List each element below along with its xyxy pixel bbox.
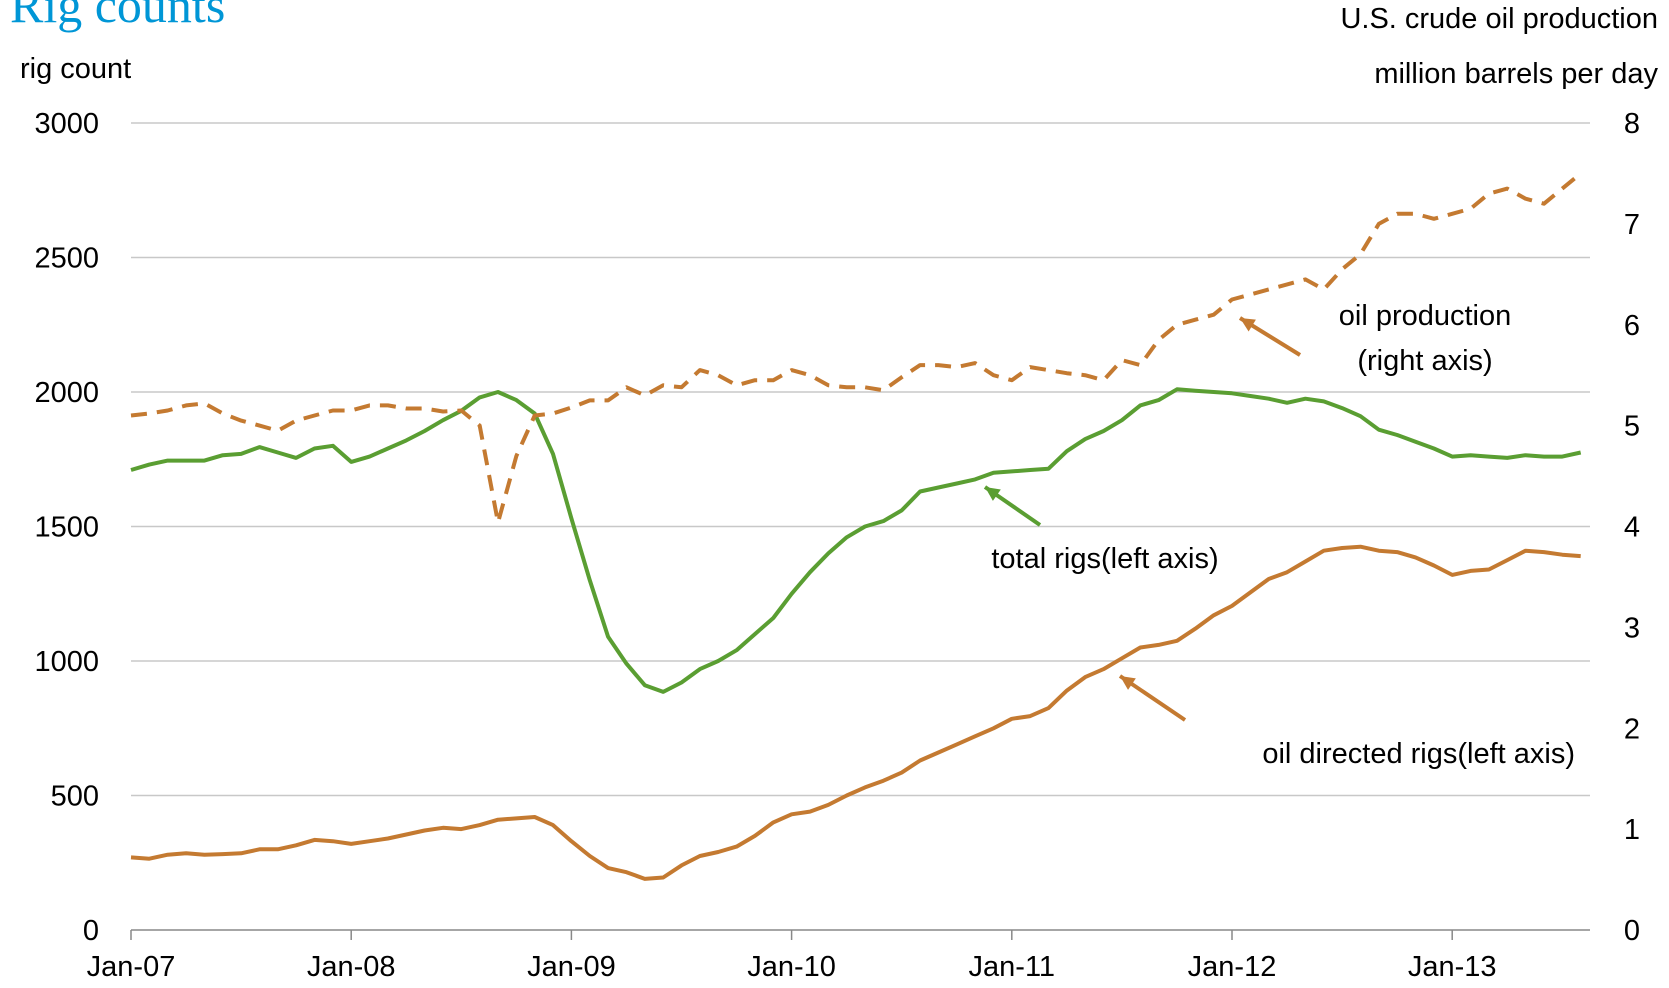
annotation: oil production bbox=[1339, 300, 1512, 332]
chart-title: Rig counts bbox=[10, 0, 225, 33]
x-tick-label: Jan-12 bbox=[1188, 951, 1277, 983]
x-tick-label: Jan-11 bbox=[969, 951, 1056, 983]
x-tick-label: Jan-07 bbox=[87, 951, 176, 983]
y2-tick-label: 6 bbox=[1624, 310, 1640, 342]
y2-axis-label: U.S. crude oil production bbox=[1340, 3, 1658, 35]
x-tick-label: Jan-09 bbox=[527, 951, 616, 983]
annotation-arrowhead bbox=[1240, 318, 1256, 332]
y-tick-label: 500 bbox=[51, 781, 99, 813]
y-tick-label: 2000 bbox=[34, 377, 99, 409]
annotation: (right axis) bbox=[1357, 345, 1492, 377]
x-tick-label: Jan-13 bbox=[1408, 951, 1497, 983]
y2-tick-label: 7 bbox=[1624, 209, 1640, 241]
annotation: oil directed rigs(left axis) bbox=[1262, 738, 1575, 770]
y2-axis-label: million barrels per day bbox=[1374, 58, 1658, 90]
y2-tick-label: 2 bbox=[1624, 713, 1640, 745]
x-tick-label: Jan-10 bbox=[747, 951, 836, 983]
annotation-arrowhead bbox=[1120, 676, 1136, 690]
annotation-arrowhead bbox=[985, 487, 1001, 501]
series-line bbox=[130, 387, 1582, 694]
x-tick-label: Jan-08 bbox=[307, 951, 396, 983]
annotation: total rigs(left axis) bbox=[991, 543, 1218, 575]
y-tick-label: 1000 bbox=[34, 646, 99, 678]
y2-tick-label: 3 bbox=[1624, 612, 1640, 644]
series-line bbox=[130, 544, 1581, 881]
y2-tick-label: 4 bbox=[1624, 512, 1640, 544]
y-tick-label: 2500 bbox=[34, 243, 99, 275]
y-tick-label: 0 bbox=[83, 915, 99, 947]
y2-tick-label: 1 bbox=[1624, 814, 1640, 846]
y-tick-label: 3000 bbox=[34, 108, 99, 140]
y-tick-label: 1500 bbox=[34, 512, 99, 544]
y2-tick-label: 5 bbox=[1624, 411, 1640, 443]
y-axis-label: rig count bbox=[20, 53, 131, 85]
y2-tick-label: 8 bbox=[1624, 108, 1640, 140]
y2-tick-label: 0 bbox=[1624, 915, 1640, 947]
